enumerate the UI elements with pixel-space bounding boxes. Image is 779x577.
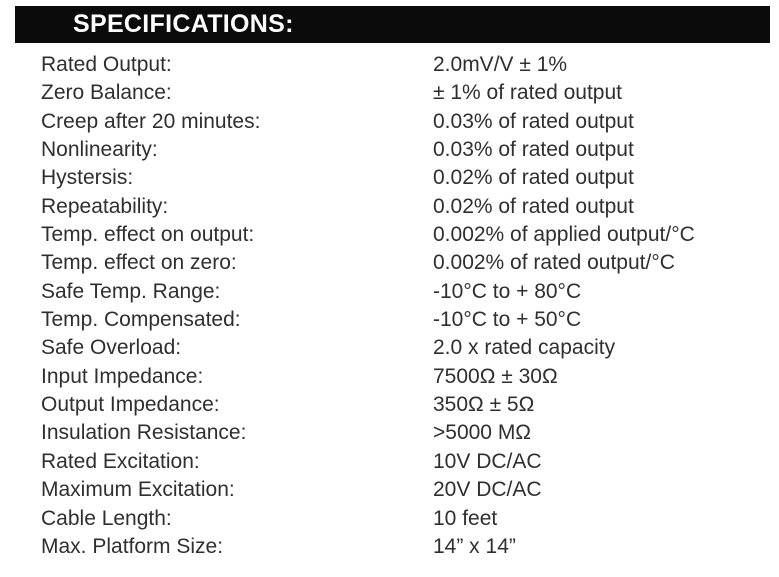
spec-label: Rated Output: (41, 53, 172, 76)
spec-label: Temp. effect on output: (41, 223, 255, 247)
spec-row: Maximum Excitation: 20V DC/AC (0, 476, 779, 504)
spec-value: 0.03% of rated output (433, 138, 634, 162)
spec-value: 0.02% of rated output (433, 166, 634, 190)
spec-table: Rated Output: 2.0mV/V ± 1% Zero Balance: ± … (0, 51, 779, 561)
spec-value: 10 feet (433, 506, 498, 530)
spec-value: 2.0 x rated capacity (433, 336, 616, 360)
spec-label: Safe Temp. Range: (41, 279, 221, 303)
spec-value: 2.0mV/V ± 1% (433, 53, 568, 76)
spec-row: Nonlinearity: 0.03% of rated output (0, 136, 779, 164)
spec-value: 350Ω ± 5Ω (433, 393, 535, 417)
spec-row: Input Impedance: 7500Ω ± 30Ω (0, 363, 779, 391)
spec-row: Temp. Compensated: -10°C to + 50°C (0, 306, 779, 334)
spec-row: Temp. effect on zero: 0.002% of rated out… (0, 249, 779, 277)
spec-value: 7500Ω ± 30Ω (433, 364, 558, 388)
spec-label: Rated Excitation: (41, 449, 200, 473)
spec-label: Temp. Compensated: (41, 308, 241, 332)
spec-row: Max. Platform Size: 14” x 14” (0, 533, 779, 561)
spec-value: 0.02% of rated output (433, 194, 634, 218)
specifications-header-bar: SPECIFICATIONS: (15, 6, 770, 43)
spec-value: ± 1% of rated output (433, 81, 622, 105)
spec-label: Maximum Excitation: (41, 478, 235, 502)
spec-value: -10°C to + 80°C (433, 279, 582, 303)
spec-label: Max. Platform Size: (41, 534, 224, 558)
spec-row: Zero Balance: ± 1% of rated output (0, 79, 779, 107)
spec-label: Insulation Resistance: (41, 421, 247, 445)
spec-value: 0.002% of applied output/°C (433, 223, 695, 247)
spec-label: Output Impedance: (41, 393, 220, 417)
spec-label: Repeatability: (41, 194, 169, 218)
spec-label: Zero Balance: (41, 81, 172, 105)
spec-value: >5000 MΩ (433, 421, 532, 445)
spec-value: 0.002% of rated output/°C (433, 251, 675, 275)
spec-row: Safe Temp. Range: -10°C to + 80°C (0, 278, 779, 306)
spec-label: Cable Length: (41, 506, 172, 530)
spec-label: Creep after 20 minutes: (41, 109, 261, 133)
spec-row: Creep after 20 minutes: 0.03% of rated ou… (0, 108, 779, 136)
spec-row: Hystersis: 0.02% of rated output (0, 164, 779, 192)
spec-row: Rated Output: 2.0mV/V ± 1% (0, 51, 779, 79)
spec-value: 10V DC/AC (433, 449, 542, 473)
spec-label: Nonlinearity: (41, 138, 158, 162)
spec-label: Temp. effect on zero: (41, 251, 237, 275)
spec-row: Repeatability: 0.02% of rated output (0, 193, 779, 221)
specifications-title: SPECIFICATIONS: (73, 10, 294, 38)
spec-row: Cable Length: 10 feet (0, 505, 779, 533)
spec-value: 14” x 14” (433, 534, 516, 558)
spec-label: Input Impedance: (41, 364, 204, 388)
spec-label: Hystersis: (41, 166, 134, 190)
spec-label: Safe Overload: (41, 336, 182, 360)
spec-row: Safe Overload: 2.0 x rated capacity (0, 334, 779, 362)
spec-value: 20V DC/AC (433, 478, 542, 502)
spec-value: 0.03% of rated output (433, 109, 634, 133)
spec-row: Temp. effect on output: 0.002% of applied… (0, 221, 779, 249)
spec-row: Output Impedance: 350Ω ± 5Ω (0, 391, 779, 419)
spec-row: Rated Excitation: 10V DC/AC (0, 448, 779, 476)
spec-value: -10°C to + 50°C (433, 308, 582, 332)
spec-row: Insulation Resistance: >5000 MΩ (0, 419, 779, 447)
